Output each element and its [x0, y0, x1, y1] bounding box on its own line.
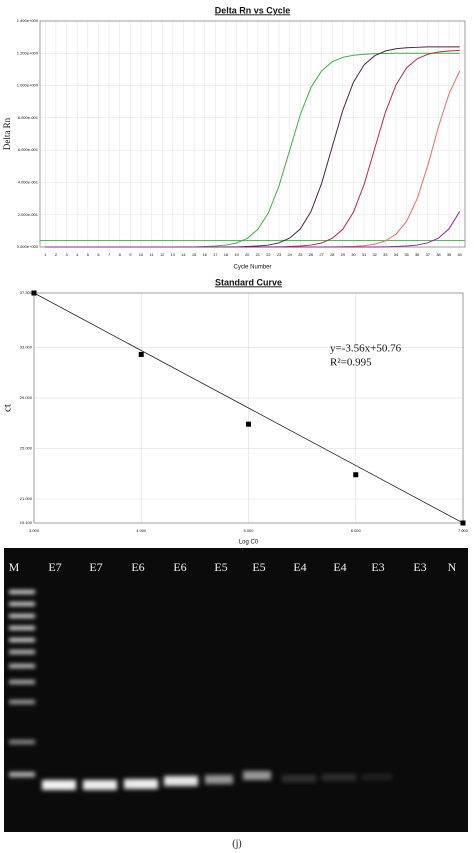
gel-background — [4, 548, 468, 832]
x-tick-label: 18 — [224, 252, 229, 257]
point — [460, 520, 466, 526]
lane-label: E6 — [173, 560, 186, 574]
x-tick-label: 32 — [372, 252, 377, 257]
y-tick-label: 4.000e-001 — [18, 179, 39, 184]
x-tick-label: 27 — [319, 252, 324, 257]
x-tick-label: 5.000 — [243, 528, 254, 533]
x-tick-label: 2 — [55, 252, 58, 257]
lane-label: N — [448, 560, 457, 574]
plot-frame — [33, 292, 464, 524]
y-tick-label: 25.000 — [20, 446, 33, 451]
lane-label: E5 — [214, 560, 227, 574]
x-tick-label: 3.000 — [29, 528, 40, 533]
x-tick-label: 15 — [192, 252, 197, 257]
y-tick-label: 37.300 — [20, 290, 33, 295]
lane-label: E6 — [131, 560, 144, 574]
x-axis-label: Log C0 — [239, 540, 259, 546]
annotation: y=-3.56x+50.76 — [330, 343, 402, 355]
x-tick-label: 13 — [171, 252, 176, 257]
gel-bands — [9, 590, 392, 790]
lane-label: E3 — [413, 560, 426, 574]
series-line — [45, 211, 461, 248]
x-tick-label: 33 — [383, 252, 388, 257]
x-tick-label: 9 — [129, 252, 132, 257]
x-tick-label: 37 — [426, 252, 431, 257]
chart-title: Standard Curve — [215, 277, 282, 287]
series-line — [45, 70, 461, 248]
x-tick-label: 34 — [394, 252, 399, 257]
trendline — [33, 292, 464, 524]
x-tick-label: 38 — [436, 252, 441, 257]
x-tick-label: 30 — [351, 252, 356, 257]
lane-label: E5 — [252, 560, 265, 574]
plot-frame — [39, 20, 466, 248]
x-tick-label: 17 — [213, 252, 218, 257]
x-tick-label: 11 — [149, 252, 154, 257]
x-tick-label: 24 — [287, 252, 292, 257]
x-tick-label: 35 — [404, 252, 409, 257]
x-tick-label: 6 — [97, 252, 100, 257]
lane-label: E7 — [89, 560, 102, 574]
y-tick-label: 1.400e+000 — [17, 18, 39, 23]
x-tick-label: 7 — [108, 252, 111, 257]
x-tick-label: 5 — [87, 252, 90, 257]
y-tick-label: 0.000e+000 — [17, 244, 39, 249]
x-tick-label: 22 — [266, 252, 271, 257]
lane-label: E4 — [293, 560, 306, 574]
lane-label: E7 — [48, 560, 61, 574]
x-tick-label: 12 — [160, 252, 165, 257]
x-tick-label: 6.000 — [351, 528, 362, 533]
x-tick-label: 20 — [245, 252, 250, 257]
lane-label: E4 — [333, 560, 346, 574]
x-tick-label: 21 — [256, 252, 261, 257]
y-tick-label: 1.000e+000 — [17, 83, 39, 88]
x-tick-label: 4 — [76, 252, 79, 257]
point — [246, 421, 251, 427]
y-tick-label: 8.000e-001 — [18, 115, 39, 120]
x-tick-label: 16 — [202, 252, 207, 257]
lane-label: M — [9, 560, 20, 574]
y-tick-label: 2.000e-001 — [18, 212, 39, 217]
x-tick-label: 23 — [277, 252, 282, 257]
x-tick-label: 36 — [415, 252, 420, 257]
x-tick-label: 28 — [330, 252, 335, 257]
y-tick-label: 33.000 — [20, 344, 33, 349]
y-axis-label: ct — [2, 404, 14, 412]
y-tick-label: 19.100 — [20, 520, 33, 525]
chart-title: Delta Rn vs Cycle — [215, 5, 291, 15]
x-tick-label: 26 — [309, 252, 314, 257]
x-tick-label: 4.000 — [136, 528, 147, 533]
x-tick-label: 40 — [457, 252, 462, 257]
x-tick-label: 8 — [119, 252, 122, 257]
annotation: R²=0.995 — [330, 357, 372, 369]
x-tick-label: 14 — [181, 252, 186, 257]
x-axis-label: Cycle Number — [233, 265, 271, 271]
x-tick-label: 7.000 — [458, 528, 469, 533]
x-tick-label: 25 — [298, 252, 303, 257]
x-tick-label: 39 — [447, 252, 452, 257]
lane-label: E3 — [371, 560, 384, 574]
series-line — [45, 49, 460, 248]
point — [353, 472, 359, 478]
y-tick-label: 29.000 — [20, 395, 33, 400]
x-tick-label: 3 — [65, 252, 68, 257]
x-tick-label: 19 — [234, 252, 239, 257]
point — [31, 290, 37, 296]
y-tick-label: 21.000 — [20, 496, 33, 501]
series-line — [45, 46, 460, 248]
point — [138, 351, 144, 357]
y-axis-label: Delta Rn — [2, 117, 12, 150]
x-tick-label: 31 — [362, 252, 367, 257]
y-tick-label: 6.000e-001 — [18, 147, 39, 152]
gel-panel: M E7 E7 E6 E6 E5 E5 E4 E4 E3 E3 N — [4, 548, 468, 832]
x-tick-label: 29 — [341, 252, 346, 257]
x-tick-label: 1 — [44, 252, 47, 257]
x-tick-label: 10 — [139, 252, 144, 257]
caption: (j) — [232, 838, 241, 849]
y-tick-label: 1.200e+000 — [17, 50, 39, 55]
